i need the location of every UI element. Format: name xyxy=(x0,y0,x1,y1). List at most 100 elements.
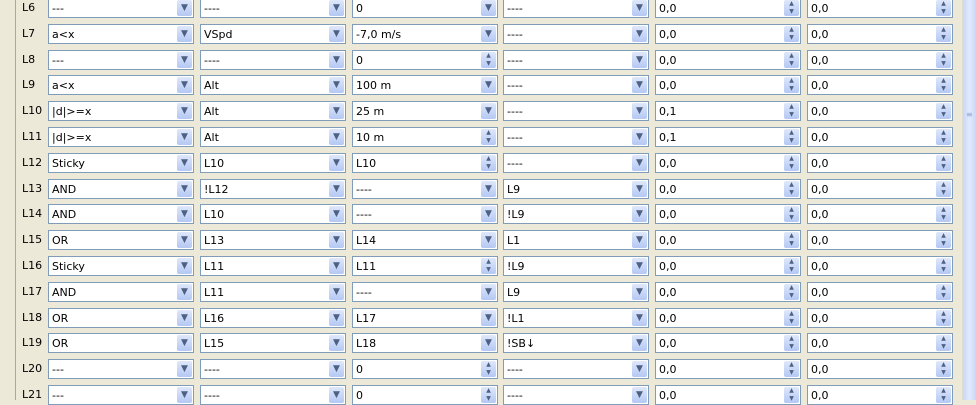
duration-spinner[interactable]: 0,0 ▲ ▼ xyxy=(807,178,953,199)
duration-spinner[interactable]: 0,0 ▲ ▼ xyxy=(807,0,953,18)
function-select[interactable]: a<x ▼ xyxy=(48,23,194,44)
spinner-arrows-icon[interactable]: ▲ ▼ xyxy=(936,361,951,378)
chevron-down-icon[interactable]: ▼ xyxy=(632,309,647,326)
chevron-down-icon[interactable]: ▼ xyxy=(177,361,192,378)
chevron-down-icon[interactable]: ▼ xyxy=(632,180,647,197)
and-switch-select[interactable]: L9 ▼ xyxy=(503,281,649,302)
delay-spinner[interactable]: 0,0 ▲ ▼ xyxy=(655,256,801,276)
spinner-arrows-icon[interactable]: ▲ ▼ xyxy=(936,51,951,68)
chevron-down-icon[interactable]: ▼ xyxy=(329,77,344,94)
spinner-arrows-icon[interactable]: ▲ ▼ xyxy=(936,335,951,352)
chevron-down-icon[interactable]: ▼ xyxy=(329,361,344,378)
chevron-down-icon[interactable]: ▼ xyxy=(177,387,192,403)
chevron-down-icon[interactable]: ▼ xyxy=(481,283,496,300)
spinner-arrows-icon[interactable]: ▲ ▼ xyxy=(784,258,799,274)
spinner-arrows-icon[interactable]: ▲ ▼ xyxy=(936,283,951,300)
duration-spinner[interactable]: 0,0 ▲ ▼ xyxy=(807,256,953,276)
delay-spinner[interactable]: 0,0 ▲ ▼ xyxy=(655,49,801,70)
duration-spinner[interactable]: 0,0 ▲ ▼ xyxy=(807,49,953,70)
spinner-arrows-icon[interactable]: ▲ ▼ xyxy=(784,51,799,68)
chevron-down-icon[interactable]: ▼ xyxy=(481,309,496,326)
function-select[interactable]: AND ▼ xyxy=(48,204,194,225)
v2-field[interactable]: L18 ▼ xyxy=(352,333,498,354)
chevron-down-icon[interactable]: ▼ xyxy=(329,283,344,300)
v1-select[interactable]: ---- ▼ xyxy=(200,385,346,405)
spinner-arrows-icon[interactable]: ▲ ▼ xyxy=(936,154,951,171)
v2-field[interactable]: L14 ▼ xyxy=(352,230,498,251)
function-select[interactable]: Sticky ▼ xyxy=(48,256,194,276)
chevron-down-icon[interactable]: ▼ xyxy=(177,25,192,42)
delay-spinner[interactable]: 0,0 ▲ ▼ xyxy=(655,0,801,18)
chevron-down-icon[interactable]: ▼ xyxy=(481,180,496,197)
chevron-down-icon[interactable]: ▼ xyxy=(329,258,344,274)
chevron-down-icon[interactable]: ▼ xyxy=(632,335,647,352)
and-switch-select[interactable]: L9 ▼ xyxy=(503,178,649,199)
duration-spinner[interactable]: 0,0 ▲ ▼ xyxy=(807,307,953,328)
chevron-down-icon[interactable]: ▼ xyxy=(481,77,496,94)
chevron-down-icon[interactable]: ▼ xyxy=(632,154,647,171)
chevron-down-icon[interactable]: ▼ xyxy=(632,387,647,403)
and-switch-select[interactable]: L1 ▼ xyxy=(503,230,649,251)
duration-spinner[interactable]: 0,0 ▲ ▼ xyxy=(807,152,953,173)
spinner-arrows-icon[interactable]: ▲ ▼ xyxy=(784,154,799,171)
spinner-arrows-icon[interactable]: ▲ ▼ xyxy=(936,309,951,326)
chevron-down-icon[interactable]: ▼ xyxy=(481,232,496,249)
v1-select[interactable]: L16 ▼ xyxy=(200,307,346,328)
v2-field[interactable]: 0 ▲ ▼ xyxy=(352,385,498,405)
chevron-down-icon[interactable]: ▼ xyxy=(481,103,496,120)
spinner-arrows-icon[interactable]: ▲ ▼ xyxy=(936,258,951,274)
chevron-down-icon[interactable]: ▼ xyxy=(329,0,344,16)
v1-select[interactable]: ---- ▼ xyxy=(200,0,346,18)
spinner-arrows-icon[interactable]: ▲ ▼ xyxy=(936,25,951,42)
chevron-down-icon[interactable]: ▼ xyxy=(481,335,496,352)
spinner-arrows-icon[interactable]: ▲ ▼ xyxy=(784,77,799,94)
function-select[interactable]: --- ▼ xyxy=(48,0,194,18)
and-switch-select[interactable]: ---- ▼ xyxy=(503,23,649,44)
chevron-down-icon[interactable]: ▼ xyxy=(632,51,647,68)
chevron-down-icon[interactable]: ▼ xyxy=(329,335,344,352)
and-switch-select[interactable]: ---- ▼ xyxy=(503,127,649,147)
chevron-down-icon[interactable]: ▼ xyxy=(632,129,647,145)
chevron-down-icon[interactable]: ▼ xyxy=(632,283,647,300)
chevron-down-icon[interactable]: ▼ xyxy=(632,206,647,223)
v2-field[interactable]: L11 ▲ ▼ xyxy=(352,256,498,276)
chevron-down-icon[interactable]: ▼ xyxy=(177,206,192,223)
function-select[interactable]: OR ▼ xyxy=(48,307,194,328)
v1-select[interactable]: L13 ▼ xyxy=(200,230,346,251)
delay-spinner[interactable]: 0,0 ▲ ▼ xyxy=(655,281,801,302)
spinner-arrows-icon[interactable]: ▲ ▼ xyxy=(936,387,951,403)
spinner-arrows-icon[interactable]: ▲ ▼ xyxy=(481,51,496,68)
duration-spinner[interactable]: 0,0 ▲ ▼ xyxy=(807,230,953,251)
chevron-down-icon[interactable]: ▼ xyxy=(632,361,647,378)
function-select[interactable]: |d|>=x ▼ xyxy=(48,127,194,147)
delay-spinner[interactable]: 0,0 ▲ ▼ xyxy=(655,178,801,199)
scrollbar-thumb[interactable] xyxy=(963,0,976,400)
chevron-down-icon[interactable]: ▼ xyxy=(177,335,192,352)
spinner-arrows-icon[interactable]: ▲ ▼ xyxy=(936,103,951,120)
chevron-down-icon[interactable]: ▼ xyxy=(177,232,192,249)
v2-field[interactable]: 0 ▲ ▼ xyxy=(352,49,498,70)
chevron-down-icon[interactable]: ▼ xyxy=(329,232,344,249)
v2-field[interactable]: ---- ▼ xyxy=(352,204,498,225)
and-switch-select[interactable]: !L9 ▼ xyxy=(503,256,649,276)
spinner-arrows-icon[interactable]: ▲ ▼ xyxy=(936,206,951,223)
function-select[interactable]: Sticky ▼ xyxy=(48,152,194,173)
chevron-down-icon[interactable]: ▼ xyxy=(481,25,496,42)
function-select[interactable]: OR ▼ xyxy=(48,333,194,354)
chevron-down-icon[interactable]: ▼ xyxy=(632,25,647,42)
and-switch-select[interactable]: ---- ▼ xyxy=(503,359,649,380)
duration-spinner[interactable]: 0,0 ▲ ▼ xyxy=(807,75,953,96)
function-select[interactable]: a<x ▼ xyxy=(48,75,194,96)
spinner-arrows-icon[interactable]: ▲ ▼ xyxy=(784,0,799,16)
spinner-arrows-icon[interactable]: ▲ ▼ xyxy=(784,335,799,352)
v2-field[interactable]: 10 m ▲ ▼ xyxy=(352,127,498,147)
v1-select[interactable]: VSpd ▼ xyxy=(200,23,346,44)
delay-spinner[interactable]: 0,0 ▲ ▼ xyxy=(655,75,801,96)
spinner-arrows-icon[interactable]: ▲ ▼ xyxy=(936,232,951,249)
and-switch-select[interactable]: ---- ▼ xyxy=(503,0,649,18)
chevron-down-icon[interactable]: ▼ xyxy=(329,309,344,326)
function-select[interactable]: AND ▼ xyxy=(48,178,194,199)
chevron-down-icon[interactable]: ▼ xyxy=(632,232,647,249)
function-select[interactable]: --- ▼ xyxy=(48,49,194,70)
chevron-down-icon[interactable]: ▼ xyxy=(329,206,344,223)
